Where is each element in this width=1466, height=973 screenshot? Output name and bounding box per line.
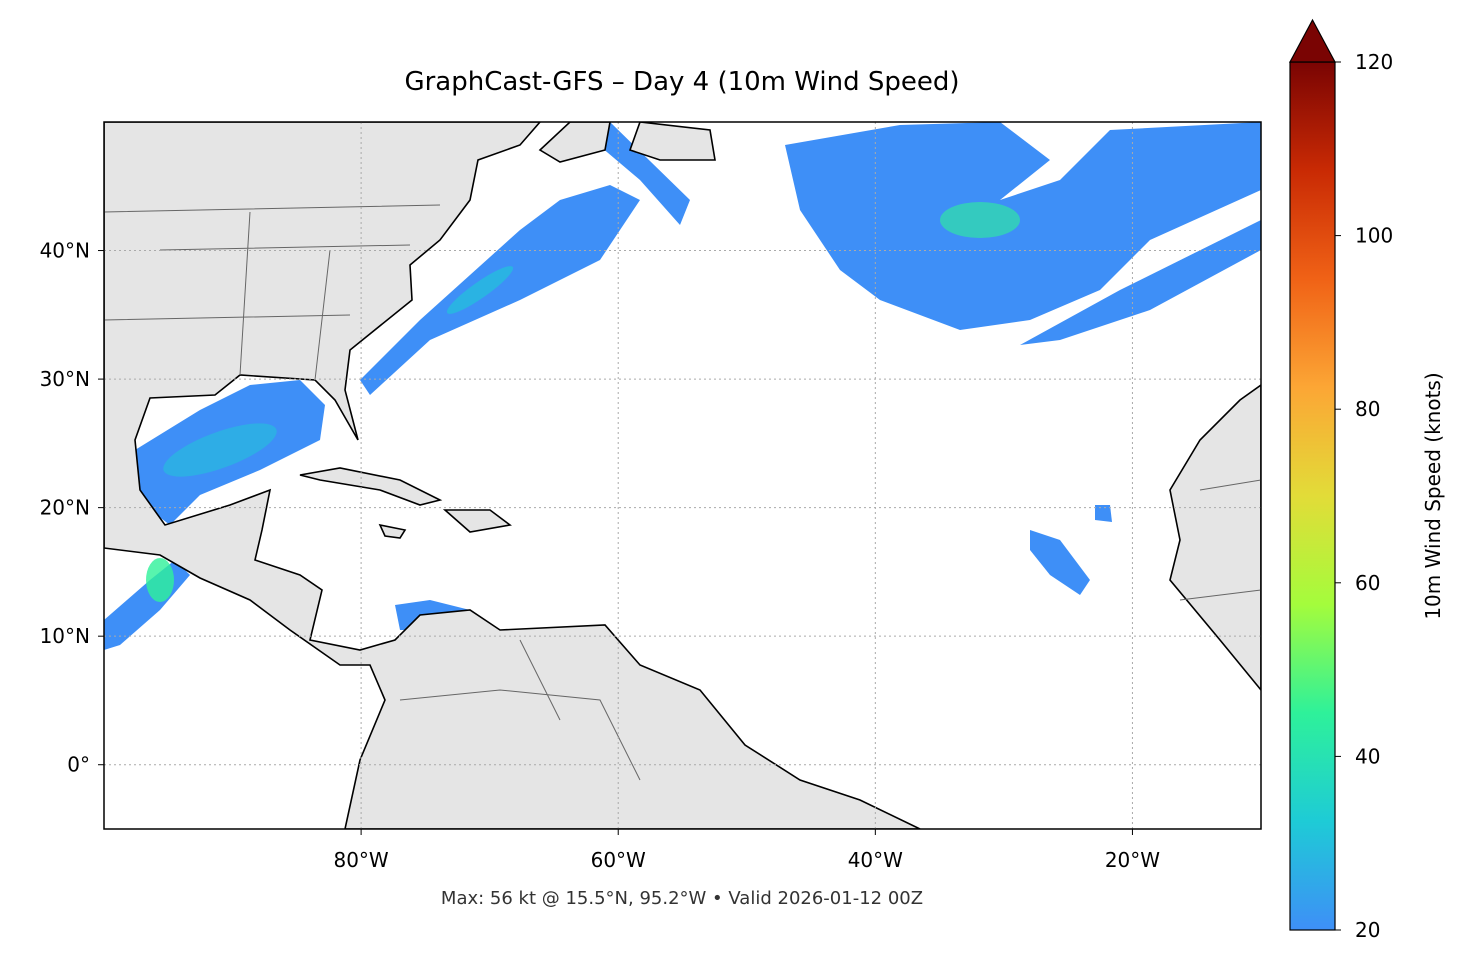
y-tick-label: 30°N bbox=[40, 367, 90, 391]
x-tick-label: 20°W bbox=[1105, 848, 1160, 872]
map-frame bbox=[103, 121, 1262, 830]
caption: Max: 56 kt @ 15.5°N, 95.2°W • Valid 2026… bbox=[441, 888, 923, 909]
colorbar-tick-label: 40 bbox=[1355, 744, 1380, 768]
grid: 80°W 60°W 40°W 20°W 0° 10°N 20°N 30°N 40°N bbox=[40, 122, 1261, 872]
y-tick-label: 10°N bbox=[40, 624, 90, 648]
wind-highlights bbox=[146, 202, 1020, 602]
colorbar-extend bbox=[1288, 18, 1337, 63]
map bbox=[104, 122, 1261, 829]
land bbox=[104, 122, 1261, 829]
colorbar: 20 40 60 80 100 120 10m Wind Speed (knots) bbox=[1288, 18, 1445, 942]
chart-title: GraphCast-GFS – Day 4 (10m Wind Speed) bbox=[404, 67, 959, 97]
x-tick-label: 40°W bbox=[848, 848, 903, 872]
colorbar-tick-label: 80 bbox=[1355, 397, 1380, 421]
x-tick-label: 60°W bbox=[591, 848, 646, 872]
borders bbox=[104, 204, 1261, 781]
colorbar-tick-label: 20 bbox=[1355, 918, 1380, 942]
x-tick-label: 80°W bbox=[333, 848, 388, 872]
colorbar-ramp bbox=[1289, 61, 1336, 931]
y-tick-label: 0° bbox=[67, 753, 90, 777]
y-tick-label: 40°N bbox=[40, 239, 90, 263]
colorbar-tick-label: 120 bbox=[1355, 50, 1393, 74]
colorbar-tick-label: 60 bbox=[1355, 571, 1380, 595]
colorbar-tick-label: 100 bbox=[1355, 224, 1393, 248]
y-tick-label: 20°N bbox=[40, 496, 90, 520]
colorbar-label: 10m Wind Speed (knots) bbox=[1421, 372, 1445, 619]
